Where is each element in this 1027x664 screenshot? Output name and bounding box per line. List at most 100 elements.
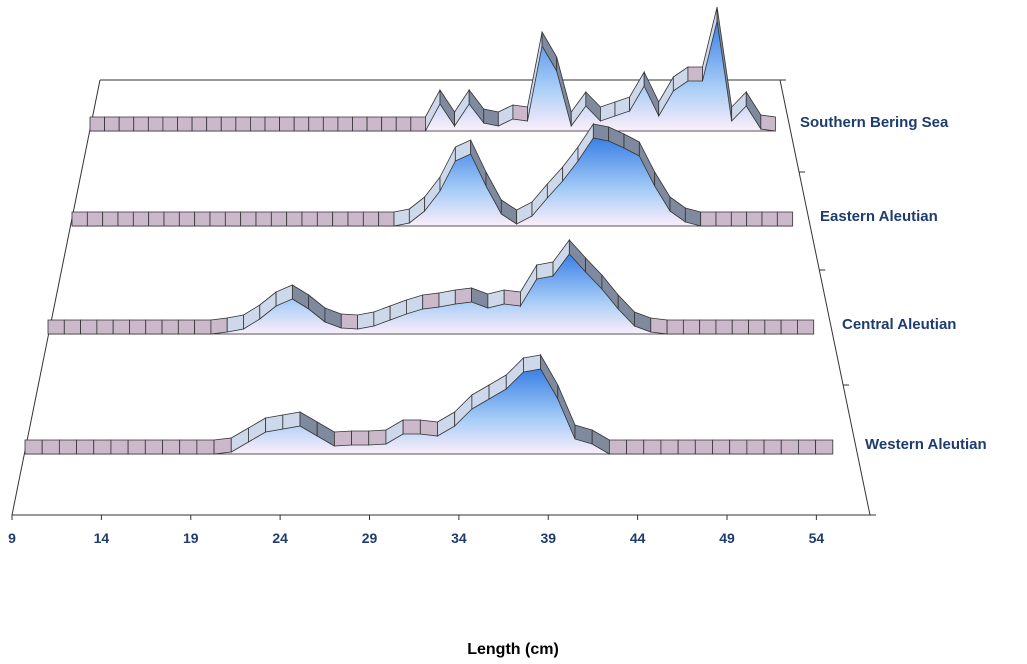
ribbon-segment bbox=[58, 439, 77, 455]
ribbon-segment bbox=[368, 429, 387, 446]
ribbon-segment bbox=[523, 354, 542, 373]
ribbon-segment bbox=[332, 211, 349, 227]
series-label: Eastern Aleutian bbox=[820, 208, 938, 225]
x-tick-label: 14 bbox=[94, 530, 110, 546]
ribbon-segment bbox=[177, 116, 193, 132]
ribbon-segment bbox=[162, 116, 178, 132]
series-label: Western Aleutian bbox=[865, 436, 987, 453]
ribbon-segment bbox=[815, 439, 834, 455]
ribbon-segment bbox=[118, 116, 135, 132]
ribbon-segment bbox=[700, 211, 717, 227]
ribbon-segment bbox=[763, 439, 782, 455]
ribbon-segment bbox=[402, 419, 421, 435]
x-axis-title: Length (cm) bbox=[467, 641, 559, 658]
series: Central Aleutian bbox=[47, 238, 956, 335]
ribbon-segment bbox=[279, 116, 295, 132]
ribbon-segment bbox=[86, 211, 104, 227]
ribbon-segment bbox=[660, 439, 679, 455]
ribbon-segment bbox=[357, 311, 375, 330]
x-tick-label: 44 bbox=[630, 530, 646, 546]
ribbon-segment bbox=[144, 439, 163, 455]
area bbox=[48, 254, 814, 334]
ribbon-segment bbox=[213, 437, 232, 455]
ribbon-segment bbox=[712, 439, 731, 455]
ribbon-segment bbox=[235, 116, 251, 132]
ribbon-segment bbox=[351, 430, 370, 446]
ribbon-segment bbox=[63, 319, 81, 335]
x-tick-label: 34 bbox=[451, 530, 467, 546]
ribbon-segment bbox=[132, 211, 150, 227]
ribbon-segment bbox=[80, 319, 98, 335]
ribbon-segment bbox=[715, 211, 732, 227]
ribbon-segment bbox=[677, 439, 696, 455]
floor-edge bbox=[779, 79, 871, 516]
ribbon-segment bbox=[626, 439, 645, 455]
ribbon-segment bbox=[687, 66, 703, 82]
ribbon-segment bbox=[220, 116, 237, 132]
ribbon-segment bbox=[378, 211, 395, 227]
ribbon-segment bbox=[761, 211, 778, 227]
ribbon-segment bbox=[127, 439, 146, 455]
ribbon-segment bbox=[282, 411, 301, 430]
ribbon-segment bbox=[729, 439, 748, 455]
ribbon-segment bbox=[764, 319, 782, 335]
ribbon-segment bbox=[179, 439, 198, 455]
ribbon-segment bbox=[224, 211, 242, 227]
ribbon-segment bbox=[110, 439, 129, 455]
ribbon-segment bbox=[798, 439, 817, 455]
ribbon-segment bbox=[454, 287, 472, 305]
ribbon-segment bbox=[93, 439, 112, 455]
ribbon-segment bbox=[104, 116, 120, 132]
ribbon-segment bbox=[366, 116, 383, 132]
ribbon-segment bbox=[333, 430, 352, 447]
ribbon-segment bbox=[776, 211, 794, 227]
ribbon-segment bbox=[71, 211, 88, 227]
area bbox=[90, 21, 776, 131]
ribbon-segment bbox=[512, 104, 528, 122]
ribbon-segment bbox=[194, 319, 212, 335]
x-tick-label: 29 bbox=[362, 530, 378, 546]
ribbon-segment bbox=[780, 439, 799, 455]
ribbon-segment bbox=[797, 319, 815, 335]
ribbon-segment bbox=[24, 439, 43, 455]
ribbon-segment bbox=[395, 116, 412, 132]
series-label: Southern Bering Sea bbox=[800, 114, 949, 131]
ribbon-segment bbox=[76, 439, 95, 455]
ribbon-segment bbox=[178, 211, 196, 227]
ribbon-segment bbox=[191, 116, 208, 132]
ribbon-segment bbox=[694, 439, 713, 455]
ribbon-segment bbox=[196, 439, 215, 455]
ribbon-segment bbox=[422, 292, 440, 310]
ribbon-segment bbox=[148, 211, 165, 227]
ribbon-segment bbox=[381, 116, 397, 132]
ribbon-segment bbox=[730, 211, 748, 227]
ribbon-segment bbox=[255, 211, 272, 227]
area bbox=[25, 369, 833, 454]
ribbon-segment bbox=[322, 116, 339, 132]
ribbon-segment bbox=[438, 289, 456, 308]
ribbon-segment bbox=[337, 116, 353, 132]
ribbon-segment bbox=[250, 116, 266, 132]
x-tick-label: 49 bbox=[719, 530, 735, 546]
ribbon-segment bbox=[129, 319, 147, 335]
ribbon-segment bbox=[316, 211, 334, 227]
ribbon-segment bbox=[362, 211, 380, 227]
ribbon-segment bbox=[746, 439, 765, 455]
ribbon-segment bbox=[301, 211, 318, 227]
ribbon-segment bbox=[112, 319, 130, 335]
x-tick-label: 54 bbox=[809, 530, 825, 546]
ribbon-segment bbox=[264, 116, 280, 132]
ribbon-segment bbox=[270, 211, 288, 227]
ribbon-segment bbox=[41, 439, 60, 455]
ribbon-segment bbox=[240, 211, 257, 227]
ribbon-segment bbox=[286, 211, 303, 227]
ribbon-segment bbox=[47, 319, 65, 335]
ribbon-segment bbox=[419, 419, 438, 437]
series: Western Aleutian bbox=[24, 353, 987, 455]
ribbon-segment bbox=[503, 289, 521, 307]
ribbon-segment bbox=[352, 116, 368, 132]
ribbon-segment bbox=[731, 319, 749, 335]
ribbon-segment bbox=[715, 319, 733, 335]
ribbon-segment bbox=[748, 319, 766, 335]
series: Southern Bering Sea bbox=[89, 6, 949, 132]
